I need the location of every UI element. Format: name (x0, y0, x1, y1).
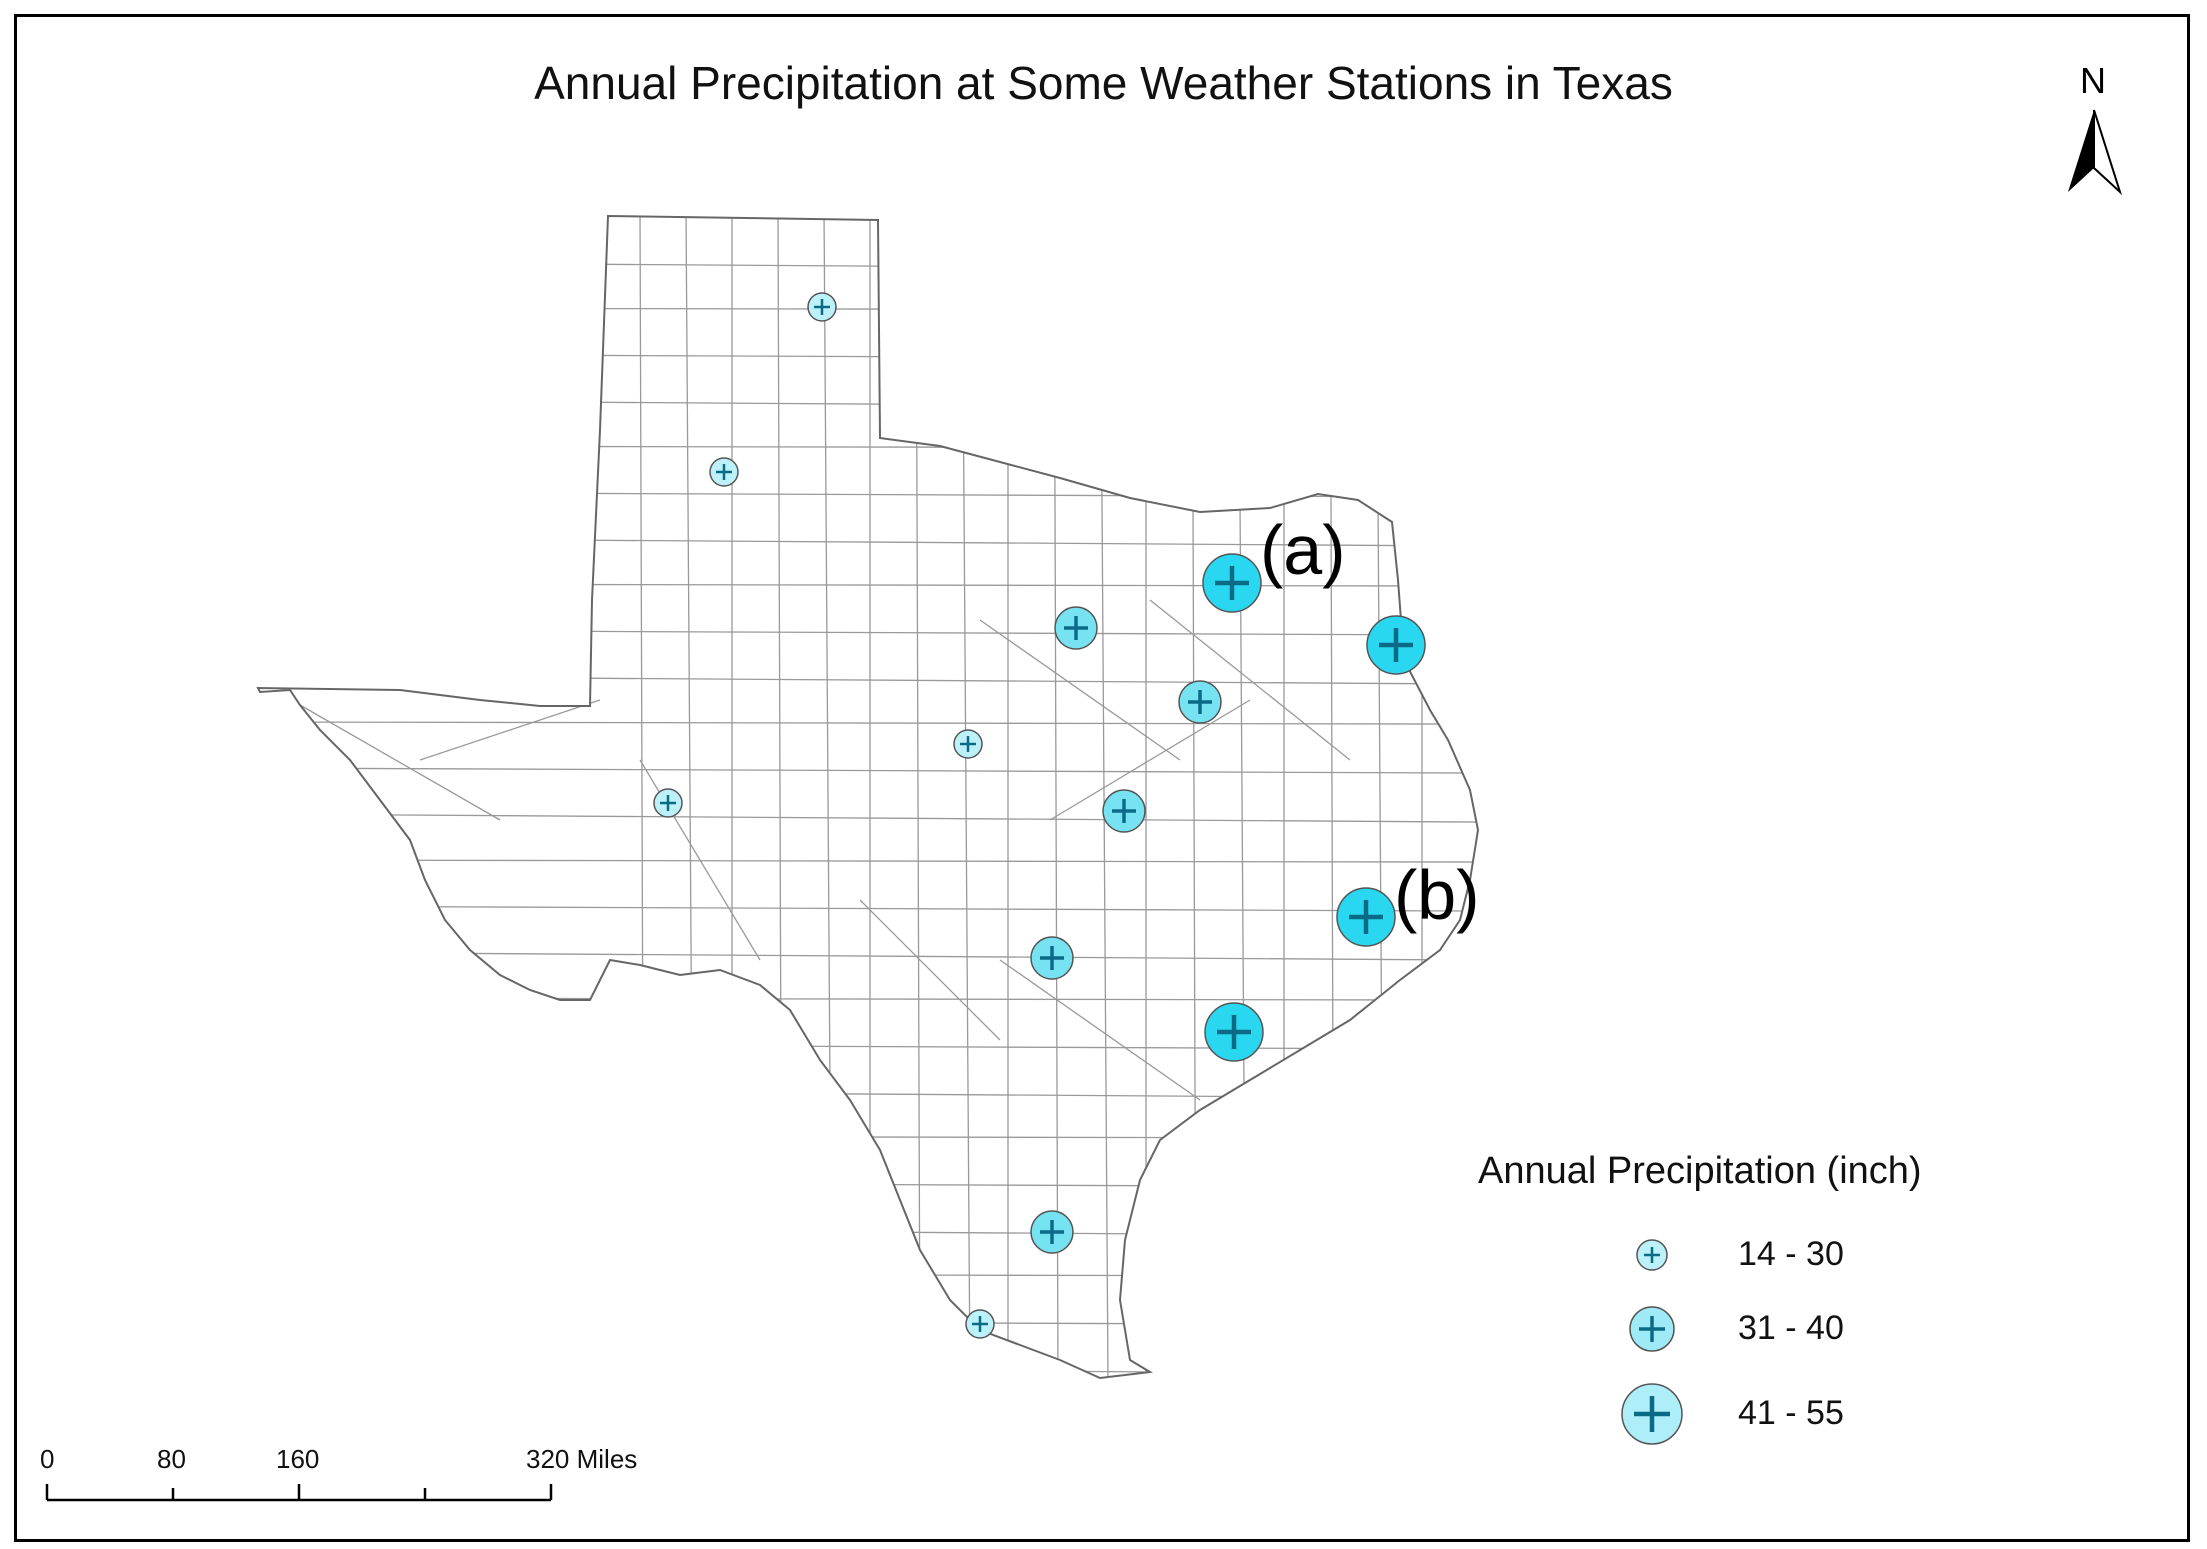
station-victoria[interactable] (1204, 1002, 1264, 1062)
county-line (258, 491, 1478, 498)
county-line (258, 1319, 1478, 1326)
scale-label-80: 80 (157, 1444, 186, 1474)
station-symbols (653, 292, 1426, 1339)
county-line (419, 699, 601, 761)
county-line (258, 997, 1478, 1001)
station-station-b-houston[interactable] (1336, 887, 1396, 947)
county-line (258, 629, 1478, 636)
county-line (258, 1181, 1478, 1188)
county-line (258, 859, 1478, 863)
county-line (299, 704, 501, 821)
county-line (258, 813, 1478, 823)
scale-label-0: 0 (40, 1444, 55, 1474)
scale-label-320: 320 Miles (526, 1444, 638, 1474)
legend-symbol-large (1621, 1383, 1683, 1445)
county-line (258, 721, 1478, 725)
station-austin[interactable] (1102, 789, 1146, 833)
county-line (258, 951, 1478, 961)
station-tag-a: (a) (1260, 511, 1346, 589)
county-line (258, 675, 1478, 685)
north-label: N (2080, 60, 2106, 101)
county-line (258, 767, 1478, 774)
county-line (258, 1043, 1478, 1050)
station-midland[interactable] (653, 788, 683, 818)
station-dallas-fort-worth[interactable] (1054, 606, 1098, 650)
map-title: Annual Precipitation at Some Weather Sta… (534, 57, 1673, 109)
county-line (258, 261, 1478, 271)
legend-title: Annual Precipitation (inch) (1478, 1150, 1922, 1192)
station-laredo[interactable] (965, 1309, 995, 1339)
county-line (823, 216, 833, 1378)
county-boundaries (258, 216, 1478, 1378)
station-waco[interactable] (1178, 680, 1222, 724)
county-line (258, 1089, 1478, 1099)
county-line (999, 959, 1201, 1101)
texas-outline (256, 214, 1480, 1380)
county-line (258, 353, 1478, 360)
county-line (859, 899, 1001, 1041)
county-line (1191, 216, 1197, 1378)
county-line (258, 445, 1478, 449)
north-arrow-icon (2068, 109, 2123, 196)
county-line (979, 619, 1181, 761)
county-line (258, 1135, 1478, 1139)
station-abilene[interactable] (953, 729, 983, 759)
county-line (258, 905, 1478, 912)
county-line (1053, 216, 1059, 1378)
county-line (685, 216, 695, 1378)
county-line (1375, 216, 1385, 1378)
county-line (1049, 699, 1251, 821)
county-line (258, 1227, 1478, 1237)
station-amarillo[interactable] (807, 292, 837, 322)
station-san-antonio[interactable] (1030, 936, 1074, 980)
legend-symbol-medium (1629, 1306, 1675, 1352)
county-line (639, 216, 645, 1378)
county-line (1237, 216, 1247, 1378)
legend-symbol-small (1636, 1239, 1668, 1271)
county-line (1329, 216, 1335, 1378)
legend-label-large: 41 - 55 (1738, 1394, 1844, 1432)
county-line (258, 307, 1478, 311)
county-line (639, 759, 761, 961)
county-line (258, 1365, 1478, 1375)
scale-bar (45, 1484, 553, 1502)
county-line (258, 399, 1478, 409)
legend-label-medium: 31 - 40 (1738, 1309, 1844, 1347)
legend-symbols (1621, 1239, 1683, 1445)
scale-label-160: 160 (276, 1444, 320, 1474)
station-corpus-christi[interactable] (1030, 1210, 1074, 1254)
county-line (961, 216, 971, 1378)
legend-label-small: 14 - 30 (1738, 1235, 1844, 1273)
county-line (777, 216, 783, 1378)
station-tyler-longview[interactable] (1366, 615, 1426, 675)
county-line (1099, 216, 1109, 1378)
county-line (258, 1273, 1478, 1277)
county-line (915, 216, 921, 1378)
map-frame (14, 14, 2190, 1542)
station-lubbock[interactable] (709, 457, 739, 487)
station-tag-b: (b) (1394, 856, 1480, 934)
county-line (1149, 599, 1351, 761)
station-station-a[interactable] (1202, 553, 1262, 613)
